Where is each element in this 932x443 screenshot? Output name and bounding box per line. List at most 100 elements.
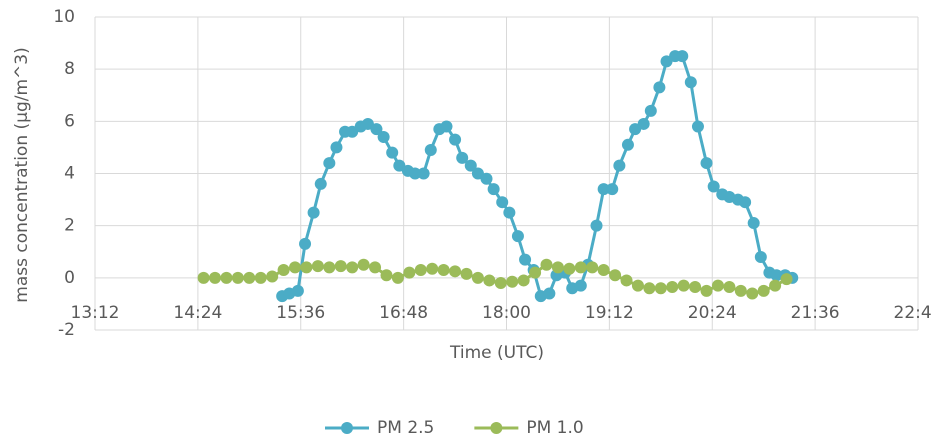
data-point — [606, 183, 619, 196]
x-tick-label: 22:48 — [894, 303, 932, 323]
data-point — [734, 284, 747, 297]
data-point — [277, 264, 290, 277]
data-point — [346, 261, 359, 274]
data-point — [590, 219, 603, 232]
x-tick-label: 19:12 — [585, 303, 634, 323]
y-tick-label: -2 — [58, 320, 75, 340]
data-point — [307, 206, 320, 219]
y-tick-label: 6 — [64, 111, 75, 131]
data-point — [654, 282, 667, 295]
series-line — [281, 54, 793, 298]
data-point — [449, 133, 462, 146]
data-point — [754, 250, 767, 263]
data-point — [684, 76, 697, 89]
data-point — [643, 282, 656, 295]
legend-marker — [341, 422, 353, 434]
data-point — [314, 177, 327, 190]
data-point — [506, 275, 519, 288]
x-tick-label: 16:48 — [379, 303, 428, 323]
y-tick-label: 8 — [64, 59, 75, 79]
data-point — [597, 183, 610, 196]
data-point — [311, 260, 324, 273]
data-point — [689, 280, 702, 293]
data-point — [757, 284, 770, 297]
x-axis-label: Time (UTC) — [449, 343, 544, 363]
data-point — [370, 123, 383, 136]
data-point — [574, 261, 587, 274]
data-point — [471, 271, 484, 284]
data-point — [334, 260, 347, 273]
data-point — [480, 172, 493, 185]
data-point — [456, 151, 469, 164]
data-point — [609, 269, 622, 282]
data-point — [414, 264, 427, 277]
x-tick-label: 14:24 — [173, 303, 222, 323]
data-point — [323, 261, 336, 274]
data-point — [700, 284, 713, 297]
legend-label: PM 2.5 — [377, 418, 434, 438]
data-point — [231, 271, 244, 284]
data-point — [197, 271, 210, 284]
data-point — [574, 279, 587, 292]
data-point — [426, 262, 439, 275]
data-point — [323, 157, 336, 170]
data-point — [631, 279, 644, 292]
data-point — [299, 237, 312, 250]
x-tick-label: 21:36 — [791, 303, 840, 323]
data-point — [586, 261, 599, 274]
data-point — [613, 159, 626, 172]
data-point — [503, 206, 516, 219]
data-point — [483, 274, 496, 287]
data-point — [723, 280, 736, 293]
y-axis-label: mass concentration (μg/m^3) — [12, 47, 32, 302]
data-point — [220, 271, 233, 284]
data-point — [666, 280, 679, 293]
data-point — [637, 117, 650, 130]
data-point — [676, 50, 689, 63]
data-point — [653, 81, 666, 94]
data-point — [386, 146, 399, 159]
data-point — [529, 266, 542, 279]
data-point — [620, 274, 633, 287]
data-point — [700, 157, 713, 170]
data-point — [424, 144, 437, 157]
y-tick-label: 2 — [64, 216, 75, 236]
data-point — [707, 180, 720, 193]
data-point — [517, 274, 530, 287]
data-point — [377, 130, 390, 143]
x-tick-label: 13:12 — [71, 303, 120, 323]
data-point — [770, 269, 783, 282]
data-point — [417, 167, 430, 180]
legend-marker — [490, 422, 503, 434]
data-point — [487, 183, 500, 196]
data-point — [747, 217, 760, 230]
data-point — [780, 273, 793, 286]
data-point — [437, 264, 450, 277]
data-point — [711, 279, 724, 292]
data-point — [540, 258, 553, 271]
data-point — [409, 167, 422, 180]
x-tick-label: 15:36 — [276, 303, 325, 323]
data-point — [403, 266, 416, 279]
data-point — [254, 271, 267, 284]
data-point — [289, 261, 302, 274]
y-tick-label: 4 — [64, 164, 75, 184]
data-point — [543, 287, 556, 300]
data-point — [494, 277, 507, 290]
data-point — [496, 196, 509, 209]
data-point — [691, 120, 704, 133]
data-point — [380, 269, 393, 282]
data-point — [460, 267, 473, 280]
data-point — [746, 287, 759, 300]
data-point — [209, 271, 222, 284]
data-point — [266, 270, 279, 283]
data-point — [739, 196, 752, 209]
data-point — [300, 261, 313, 274]
data-point — [769, 279, 782, 292]
x-tick-label: 18:00 — [482, 303, 531, 323]
y-tick-label: 0 — [64, 268, 75, 288]
data-point — [511, 230, 524, 243]
data-point — [330, 141, 343, 154]
data-point — [519, 253, 532, 266]
